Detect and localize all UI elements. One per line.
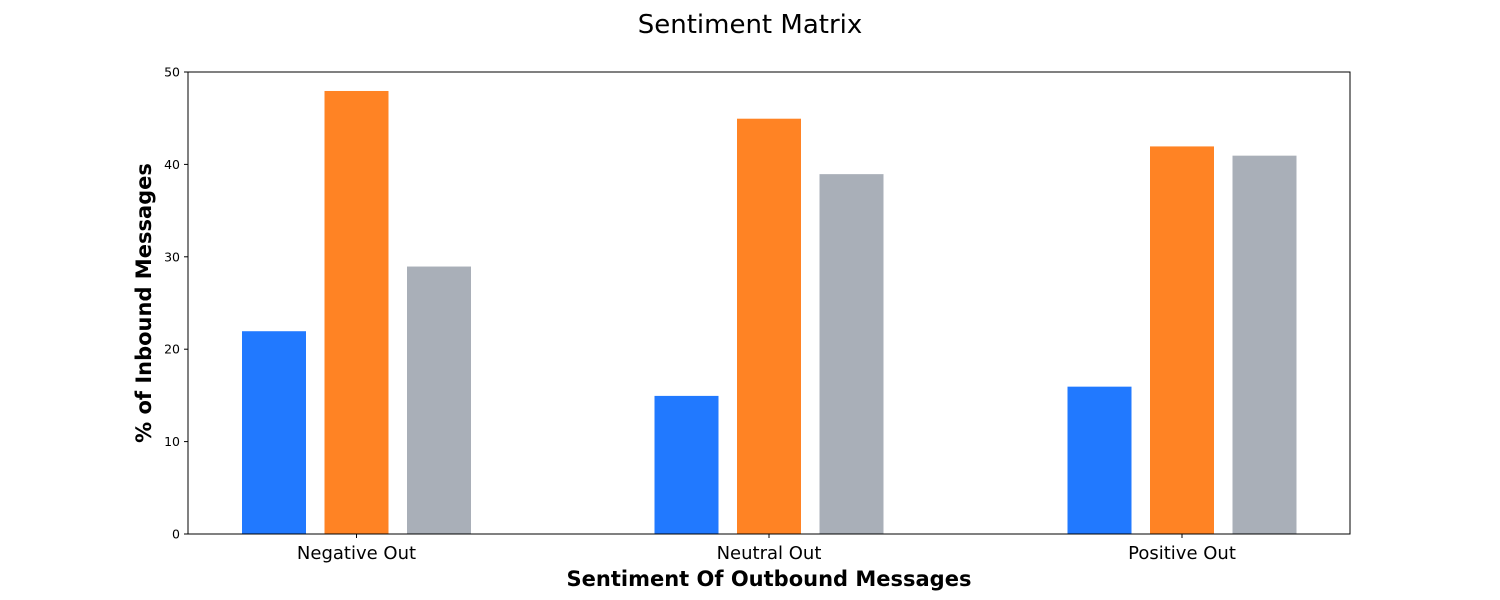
bar-positive-out-series-3 — [1231, 154, 1298, 535]
x-tick-label: Negative Out — [297, 543, 416, 564]
y-tick-label: 30 — [164, 249, 180, 264]
y-tick-label: 20 — [164, 342, 180, 357]
x-axis-label: Sentiment Of Outbound Messages — [567, 567, 972, 591]
x-tick-label: Positive Out — [1128, 543, 1236, 564]
bar-negative-out-series-3 — [406, 265, 472, 535]
plot-frame — [187, 71, 1351, 535]
y-tick-label: 40 — [164, 157, 180, 172]
bar-positive-out-series-2 — [1149, 145, 1215, 535]
bar-neutral-out-series-1 — [653, 394, 720, 535]
y-tick-label: 0 — [172, 527, 180, 542]
bar-neutral-out-series-3 — [818, 173, 885, 535]
y-axis-ticks: 0 10 20 30 40 50 — [164, 65, 188, 542]
y-tick-label: 50 — [164, 65, 180, 80]
bar-negative-out-series-2 — [323, 89, 390, 535]
chart-title: Sentiment Matrix — [638, 10, 863, 40]
y-tick-label: 10 — [164, 434, 180, 449]
bar-negative-out-series-1 — [241, 330, 307, 535]
x-axis-ticks: Negative Out Neutral Out Positive Out — [297, 534, 1236, 564]
x-tick-label: Neutral Out — [717, 543, 822, 564]
bars — [241, 89, 1298, 535]
y-axis-label: % of Inbound Messages — [132, 163, 156, 443]
bar-positive-out-series-1 — [1066, 385, 1133, 535]
bar-neutral-out-series-2 — [736, 117, 802, 535]
